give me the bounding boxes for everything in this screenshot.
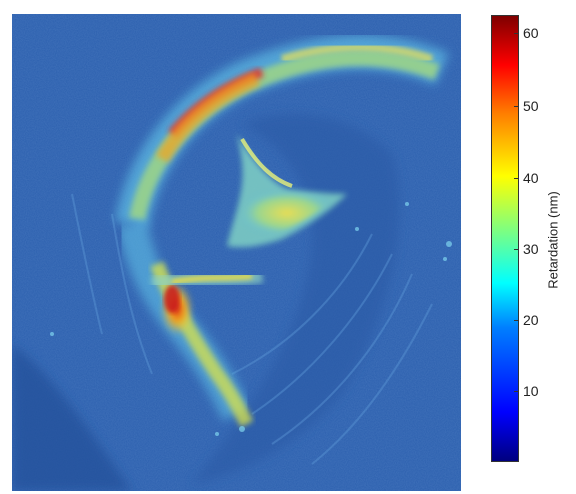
colorbar-tick-label: 40	[523, 170, 539, 186]
colorbar-tickmark	[514, 320, 519, 321]
colorbar-label: Retardation (nm)	[545, 191, 561, 289]
colorbar-tick-label: 20	[523, 312, 539, 328]
colorbar-tickmark	[514, 106, 519, 107]
colorbar-tickmark	[514, 391, 519, 392]
colorbar-tickmark	[514, 33, 519, 34]
retardation-map-image	[12, 14, 461, 491]
colorbar-tick-label: 50	[523, 98, 539, 114]
colorbar-tick-label: 10	[523, 383, 539, 399]
colorbar-tick-label: 30	[523, 241, 539, 257]
colorbar	[491, 15, 519, 462]
colorbar-tick-label: 60	[523, 25, 539, 41]
colorbar-tickmark	[514, 178, 519, 179]
colorbar-tickmark	[514, 249, 519, 250]
